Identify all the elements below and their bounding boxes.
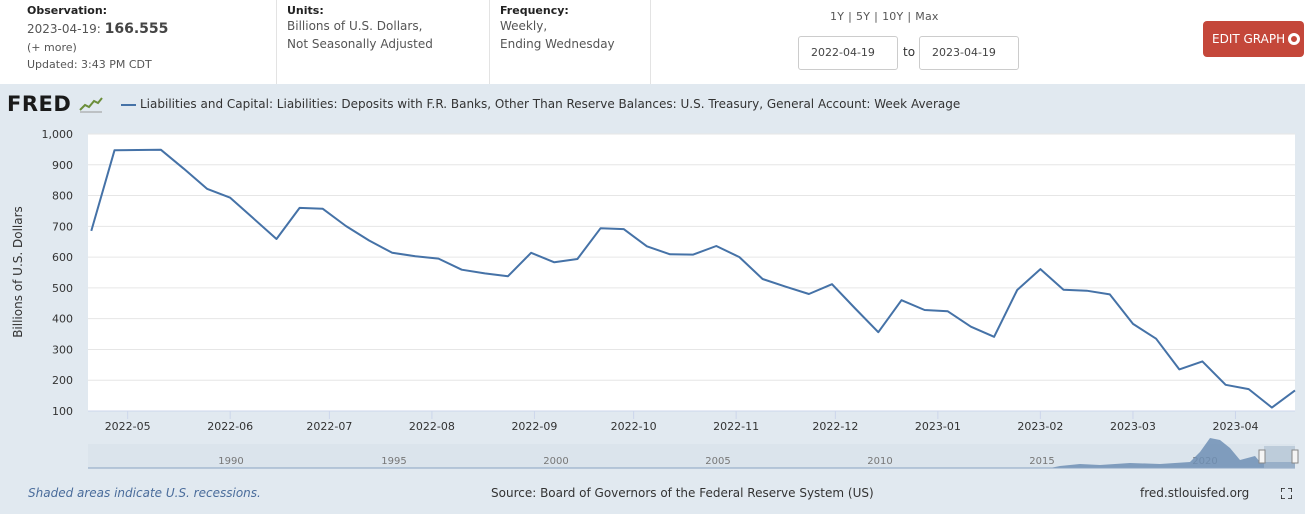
recession-note: Shaded areas indicate U.S. recessions. (28, 486, 261, 500)
fred-logo-text: FRED (7, 92, 72, 116)
navigator-year-label: 2000 (543, 456, 568, 467)
fred-chart-icon (79, 95, 104, 113)
x-tick-label: 2023-01 (915, 420, 961, 433)
frequency-line2: Ending Wednesday (500, 37, 615, 51)
range-1y-link[interactable]: 1Y (830, 10, 845, 23)
y-tick-label: 400 (52, 313, 73, 326)
observation-value: 166.555 (104, 21, 169, 37)
range-10y-link[interactable]: 10Y (882, 10, 904, 23)
y-tick-label: 800 (52, 190, 73, 203)
gear-icon (1288, 33, 1301, 45)
range-5y-link[interactable]: 5Y (856, 10, 871, 23)
navigator-year-label: 1995 (381, 456, 406, 467)
edit-graph-label: EDIT GRAPH (1212, 32, 1286, 46)
edit-graph-button[interactable]: EDIT GRAPH (1203, 21, 1304, 57)
frequency-cell: Frequency: Weekly, Ending Wednesday (490, 0, 651, 84)
navigator-selection[interactable] (1264, 446, 1295, 468)
navigator-year-label: 1990 (218, 456, 243, 467)
units-line2: Not Seasonally Adjusted (287, 37, 433, 51)
plot-background (88, 134, 1295, 411)
navigator-left-handle[interactable] (1258, 449, 1266, 464)
navigator-year-label: 2015 (1029, 456, 1054, 467)
fred-url-link[interactable]: fred.stlouisfed.org (1140, 486, 1250, 500)
legend-swatch (121, 104, 136, 106)
x-tick-label: 2022-10 (611, 420, 657, 433)
x-tick-label: 2022-12 (812, 420, 858, 433)
range-separator: | (848, 10, 853, 23)
units-label: Units: (287, 4, 324, 17)
x-tick-label: 2023-03 (1110, 420, 1156, 433)
observation-date: 2023-04-19: (27, 22, 101, 36)
navigator-year-label: 2010 (867, 456, 892, 467)
x-tick-label: 2022-05 (105, 420, 151, 433)
legend-label: Liabilities and Capital: Liabilities: De… (140, 97, 961, 111)
units-cell: Units: Billions of U.S. Dollars, Not Sea… (277, 0, 490, 84)
y-tick-label: 300 (52, 343, 73, 356)
y-axis-label: Billions of U.S. Dollars (11, 206, 25, 338)
y-tick-label: 900 (52, 159, 73, 172)
x-tick-label: 2022-09 (511, 420, 557, 433)
navigator-year-label: 2005 (705, 456, 730, 467)
navigator-series-area (1050, 438, 1295, 468)
fullscreen-icon[interactable] (1281, 488, 1292, 499)
navigator-right-handle[interactable] (1291, 449, 1299, 464)
end-date-input[interactable]: 2023-04-19 (919, 36, 1019, 70)
y-tick-label: 700 (52, 220, 73, 233)
updated-time: Updated: 3:43 PM CDT (27, 58, 152, 71)
header-bar: Observation: 2023-04-19: 166.555 (+ more… (0, 0, 1305, 84)
range-selector: 1Y | 5Y | 10Y | Max (830, 10, 939, 23)
x-tick-label: 2022-11 (713, 420, 759, 433)
line-chart: 100 200 300 400 500 600 700 800 900 1,000 2022-05… (11, 128, 1299, 469)
x-tick-label: 2023-04 (1212, 420, 1258, 433)
navigator-background (88, 444, 1295, 468)
x-tick-label: 2022-06 (207, 420, 253, 433)
source-text: Source: Board of Governors of the Federa… (491, 486, 874, 500)
y-tick-label: 200 (52, 374, 73, 387)
observation-label: Observation: (27, 4, 108, 17)
frequency-line1: Weekly, (500, 19, 548, 33)
units-line1: Billions of U.S. Dollars, (287, 19, 423, 33)
observation-line: 2023-04-19: 166.555 (27, 21, 276, 37)
graph-area: FRED Liabilities and Capital: Liabilitie… (0, 84, 1305, 514)
frequency-label: Frequency: (500, 4, 569, 17)
range-max-link[interactable]: Max (915, 10, 939, 23)
range-separator: | (874, 10, 879, 23)
x-tick-label: 2022-07 (306, 420, 352, 433)
date-to-label: to (903, 45, 916, 59)
series-line (90, 148, 1296, 409)
more-observations-link[interactable]: (+ more) (27, 41, 77, 54)
x-tick-label: 2023-02 (1017, 420, 1063, 433)
x-tick-label: 2022-08 (409, 420, 455, 433)
start-date-input[interactable]: 2022-04-19 (798, 36, 898, 70)
y-tick-label: 100 (52, 405, 73, 418)
fred-logo[interactable]: FRED (7, 92, 104, 116)
y-tick-label: 600 (52, 251, 73, 264)
observation-cell: Observation: 2023-04-19: 166.555 (+ more… (0, 0, 277, 84)
range-separator: | (907, 10, 912, 23)
y-tick-label: 500 (52, 282, 73, 295)
y-tick-label: 1,000 (42, 128, 74, 141)
